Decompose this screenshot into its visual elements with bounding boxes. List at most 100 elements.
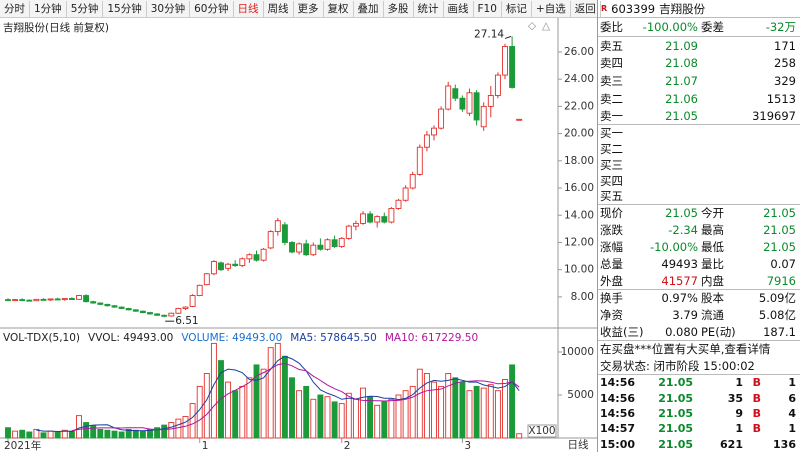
toolbar-button[interactable]: 返回 bbox=[571, 0, 601, 17]
volume-bar bbox=[352, 398, 359, 439]
diamond-icon[interactable]: ◇ bbox=[528, 20, 537, 32]
bid-row: 买三 bbox=[598, 157, 800, 173]
candle-body bbox=[260, 248, 267, 261]
y-tick-label: 8.00 bbox=[571, 291, 594, 303]
toolbar-button[interactable]: 日线 bbox=[234, 0, 264, 17]
candle-body bbox=[431, 127, 437, 136]
bid-row: 买四 bbox=[598, 173, 800, 189]
ask-volume: 171 bbox=[774, 38, 796, 53]
label: 净资 bbox=[600, 308, 623, 323]
volume-bar bbox=[203, 373, 210, 439]
badge: R bbox=[601, 4, 608, 13]
candle-body bbox=[125, 308, 132, 311]
volume-bar bbox=[26, 431, 33, 439]
label: 卖一 bbox=[600, 108, 623, 123]
toolbar-button[interactable]: 更多 bbox=[294, 0, 324, 17]
toolbar-button[interactable]: 1分钟 bbox=[30, 0, 67, 17]
volume-legend: MA10: 617229.50 bbox=[385, 332, 478, 344]
volume-bar bbox=[40, 432, 47, 439]
candle-body bbox=[459, 97, 466, 110]
x-tick-label: 2021年 bbox=[4, 439, 41, 452]
trade-price: 21.05 bbox=[658, 376, 693, 390]
trade-volume: 35 bbox=[727, 391, 743, 405]
candle-body bbox=[381, 216, 388, 223]
volume-bar bbox=[438, 385, 445, 439]
toolbar-button[interactable]: 30分钟 bbox=[147, 0, 191, 17]
y-tick-label: 16.00 bbox=[564, 182, 594, 194]
candle-body bbox=[154, 313, 161, 316]
value: 49493 bbox=[661, 257, 698, 272]
notice[interactable]: 在买盘***位置有大买单,查看详情 bbox=[600, 342, 771, 357]
trade-volume: 1 bbox=[735, 422, 743, 436]
trade-volume: 1 bbox=[735, 376, 743, 390]
candle-body bbox=[161, 314, 168, 317]
toolbar-button[interactable]: +自选 bbox=[532, 0, 571, 17]
value: 41577 bbox=[661, 273, 698, 288]
period-label[interactable]: 日线 bbox=[568, 438, 589, 451]
toolbar-button[interactable]: 标记 bbox=[502, 0, 532, 17]
volume-bar bbox=[246, 377, 253, 439]
candle-body bbox=[296, 243, 303, 253]
ma-line bbox=[36, 355, 520, 432]
value: 187.1 bbox=[763, 324, 796, 339]
toolbar-button[interactable]: 60分钟 bbox=[190, 0, 234, 17]
candle-body bbox=[54, 298, 61, 301]
toolbar-button[interactable]: 画线 bbox=[444, 0, 474, 17]
volume-bar bbox=[182, 416, 189, 439]
value: 0.080 bbox=[665, 324, 698, 339]
candle-body bbox=[267, 231, 274, 249]
volume-bar bbox=[466, 390, 473, 439]
y-tick-label: 24.00 bbox=[564, 73, 594, 85]
volume-bar bbox=[310, 398, 317, 439]
y-tick-label: 12.00 bbox=[564, 236, 594, 248]
candle-body bbox=[83, 295, 90, 303]
candle-body bbox=[5, 299, 11, 302]
quote-row: 涨跌 -2.34 最高 21.05 bbox=[598, 222, 800, 239]
volume-bar bbox=[132, 429, 139, 439]
volume-unit: X100 bbox=[528, 425, 555, 437]
ask-row: 卖四 21.08 258 bbox=[598, 55, 800, 73]
y-tick-label: 18.00 bbox=[564, 155, 594, 167]
label: 买四 bbox=[600, 173, 623, 188]
volume-bar bbox=[402, 390, 409, 439]
quote-row: 换手 0.97% 股本 5.09亿 bbox=[598, 290, 800, 307]
volume-bar bbox=[253, 364, 260, 439]
quote-row: 总量 49493 量比 0.07 bbox=[598, 256, 800, 273]
toolbar-button[interactable]: 复权 bbox=[324, 0, 354, 17]
candle-body bbox=[97, 302, 104, 305]
candle-body bbox=[111, 305, 118, 308]
trade-row: 15:00 21.05 621 136 bbox=[598, 437, 800, 452]
volume-tick-label: 10000 bbox=[561, 346, 594, 358]
value: -10.00% bbox=[650, 240, 698, 255]
trade-count: 1 bbox=[788, 422, 796, 436]
volume-bar bbox=[423, 373, 430, 439]
volume-bar bbox=[289, 377, 295, 439]
toolbar-button[interactable]: 叠加 bbox=[354, 0, 384, 17]
toolbar-button[interactable]: 分时 bbox=[0, 0, 30, 17]
toolbar-button[interactable]: 5分钟 bbox=[67, 0, 104, 17]
candle-body bbox=[487, 95, 494, 107]
candle-body bbox=[132, 309, 139, 312]
volume-bar bbox=[281, 355, 288, 439]
toolbar-button[interactable]: F10 bbox=[474, 0, 502, 17]
label: 最高 bbox=[701, 223, 724, 238]
trade-count: 6 bbox=[788, 391, 796, 405]
toolbar-button[interactable]: 周线 bbox=[264, 0, 294, 17]
value: 21.05 bbox=[763, 240, 796, 255]
volume-legend: VVOL: 49493.00 bbox=[88, 332, 173, 344]
y-tick-label: 20.00 bbox=[564, 128, 594, 140]
volume-bar bbox=[83, 422, 90, 439]
trade-time: 15:00 bbox=[600, 437, 636, 451]
trade-count: 4 bbox=[788, 406, 796, 420]
quote-row: 收益(三) 0.080 PE(动) 187.1 bbox=[598, 324, 800, 341]
volume-bar bbox=[125, 428, 132, 439]
ask-price: 21.08 bbox=[665, 56, 698, 71]
toolbar-button[interactable]: 统计 bbox=[414, 0, 444, 17]
trade-time: 14:56 bbox=[600, 376, 636, 390]
trade-price: 21.05 bbox=[658, 422, 693, 436]
toolbar-button[interactable]: 多股 bbox=[384, 0, 414, 17]
low-label: 6.51 bbox=[175, 315, 198, 327]
toolbar-button[interactable]: 15分钟 bbox=[103, 0, 147, 17]
quote-row: 委比 -100.00% 委差 -32万 bbox=[598, 18, 800, 37]
triangle-icon[interactable]: △ bbox=[542, 20, 551, 32]
